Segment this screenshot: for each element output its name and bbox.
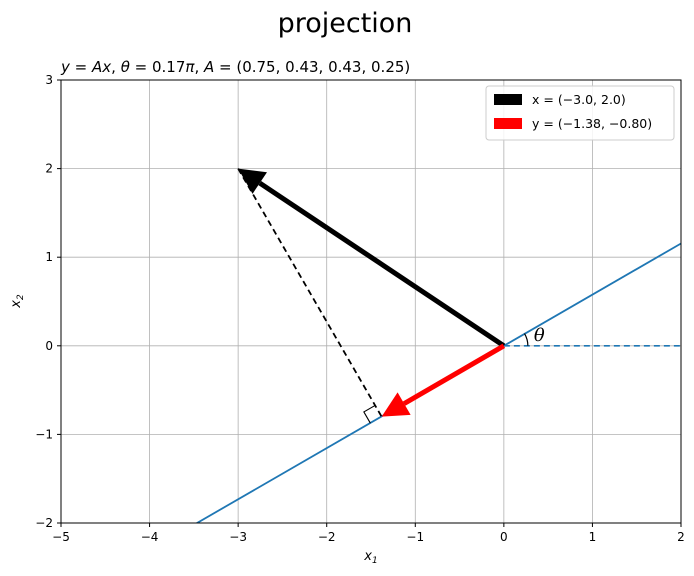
y-tick-label: −1: [35, 427, 53, 441]
y-tick-label: 1: [45, 250, 53, 264]
right-angle-marker: [363, 404, 376, 424]
chart-title: y = Ax, θ = 0.17π, A = (0.75, 0.43, 0.43…: [60, 58, 410, 76]
legend-swatch-x: [494, 94, 522, 105]
y-tick-label: 3: [45, 73, 53, 87]
x-tick-label: −4: [141, 530, 159, 544]
axis-ticks: −5 −4 −3 −2 −1 0 1 2 −2 −1 0 1 2 3: [35, 73, 685, 544]
theta-arc: [523, 333, 529, 346]
x-tick-label: 2: [677, 530, 685, 544]
vector-x-shaft: [258, 180, 506, 348]
x-tick-label: −1: [406, 530, 424, 544]
x-tick-label: −3: [229, 530, 247, 544]
legend: x = (−3.0, 2.0) y = (−1.38, −0.80): [485, 85, 675, 141]
y-axis-label: x2: [9, 294, 26, 309]
x-tick-label: 0: [500, 530, 508, 544]
plot-area: θ: [195, 168, 681, 523]
legend-label-x: x = (−3.0, 2.0): [532, 92, 626, 107]
projection-segment: [237, 168, 383, 418]
figure-suptitle: projection: [278, 8, 413, 39]
grid-lines: [60, 79, 682, 524]
legend-swatch-y: [494, 118, 522, 129]
vector-y-head: [381, 392, 411, 417]
projection-line: [195, 242, 681, 523]
legend-box: [485, 85, 675, 141]
legend-label-y: y = (−1.38, −0.80): [532, 116, 652, 131]
x-tick-label: −2: [318, 530, 336, 544]
y-tick-label: −2: [35, 516, 53, 530]
axes-frame: [60, 79, 682, 524]
x-tick-label: −5: [52, 530, 70, 544]
x-tick-label: 1: [589, 530, 597, 544]
y-tick-label: 2: [45, 162, 53, 176]
theta-label: θ: [534, 325, 545, 346]
y-tick-label: 0: [45, 339, 53, 353]
vector-y-shaft: [402, 343, 506, 406]
x-axis-label: x1: [363, 549, 377, 566]
vector-x-head: [238, 168, 267, 194]
